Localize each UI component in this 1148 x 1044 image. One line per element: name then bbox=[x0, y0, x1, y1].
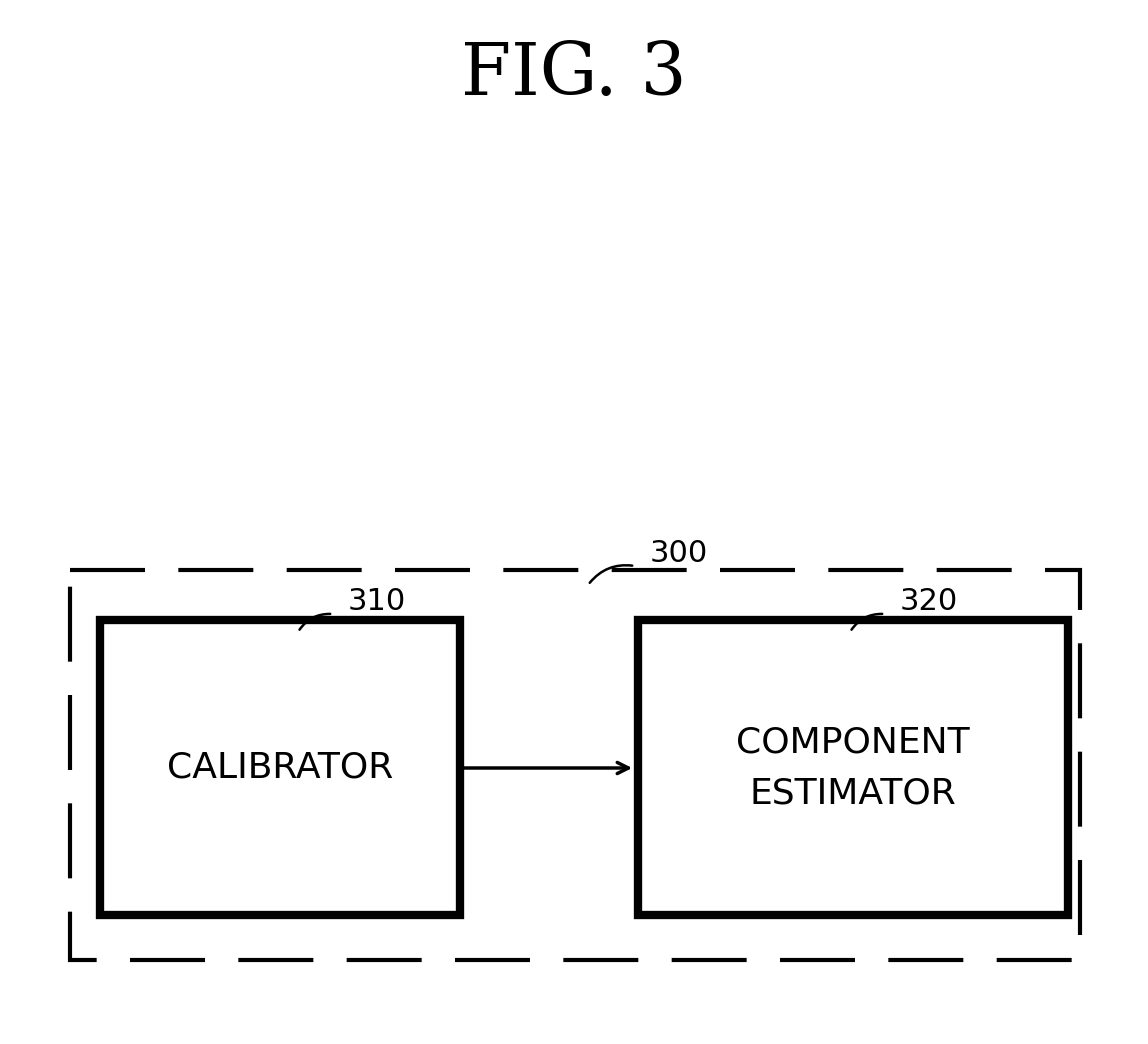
Bar bbox=[638, 620, 1068, 915]
Bar bbox=[70, 570, 1080, 960]
Text: COMPONENT
ESTIMATOR: COMPONENT ESTIMATOR bbox=[736, 726, 970, 810]
Text: CALIBRATOR: CALIBRATOR bbox=[166, 751, 393, 785]
Text: 300: 300 bbox=[650, 539, 708, 568]
Text: 320: 320 bbox=[900, 587, 959, 616]
Text: FIG. 3: FIG. 3 bbox=[461, 40, 687, 111]
Text: 310: 310 bbox=[348, 587, 406, 616]
Bar bbox=[100, 620, 460, 915]
